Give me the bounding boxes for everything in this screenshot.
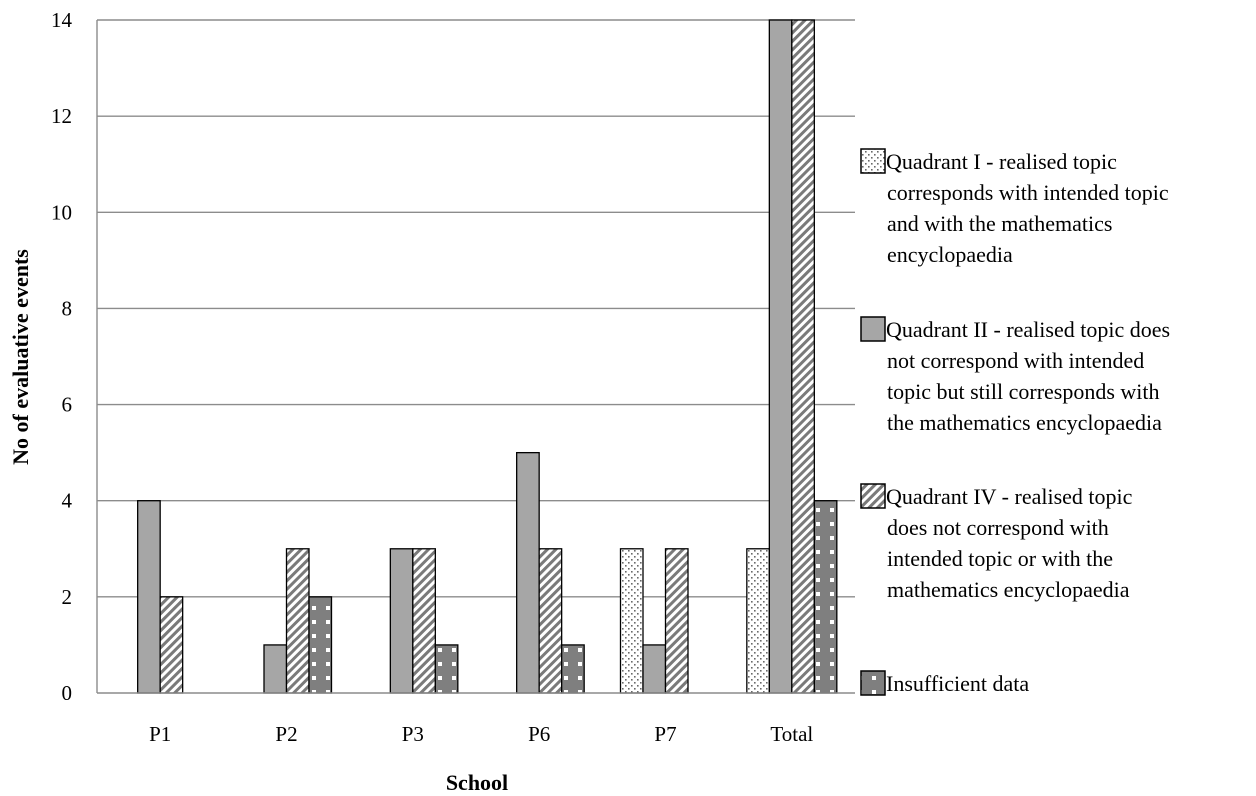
legend-label-line: Insufficient data [886,671,1029,696]
bar-p7-series-1 [619,548,644,694]
legend-label: Quadrant IV - realised topic does not cor… [886,484,1133,602]
bar-p3-series-3 [412,548,436,694]
legend-label-line: encyclopaedia [887,242,1013,267]
bar-p7-series-3 [664,548,689,694]
bar-p1-series-3 [159,596,184,694]
bar-p2-series-2 [263,644,288,694]
tick-labels: 0 2 4 6 8 10 12 14 P1 P2 P3 P6 P7 Total [51,8,813,746]
y-tick-label: 14 [51,8,73,32]
x-tick-label: Total [770,722,813,746]
y-tick-label: 6 [62,393,73,417]
bar-p2-series-3 [285,548,310,694]
y-tick-label: 12 [51,104,72,128]
bar-total-series-4 [813,500,838,694]
legend: Quadrant I - realised topic corresponds w… [860,148,1170,696]
y-tick-label: 0 [62,681,73,705]
legend-label-line: mathematics encyclopaedia [887,577,1130,602]
legend-swatch [860,670,886,696]
y-tick-label: 10 [51,200,72,224]
bar-p6-series-2 [516,451,540,694]
legend-label: Quadrant II - realised topic does not cor… [886,317,1170,435]
y-axis-title: No of evaluative events [8,249,33,465]
bar-p7-series-2 [642,644,667,694]
legend-label: Insufficient data [886,671,1029,696]
legend-label-line: not correspond with intended [887,348,1144,373]
bar-p3-series-4 [434,644,459,694]
legend-label-line: does not correspond with [887,515,1109,540]
x-tick-label: P3 [402,722,424,746]
bar-p3-series-2 [389,548,414,694]
legend-label-line: corresponds with intended topic [887,180,1169,205]
legend-label-line: intended topic or with the [887,546,1113,571]
legend-label-line: Quadrant IV - realised topic [886,484,1133,509]
bar-p6-series-4 [561,644,585,694]
legend-label-line: topic but still corresponds with [887,379,1160,404]
x-tick-label: P2 [275,722,297,746]
bar-p1-series-2 [137,500,161,694]
bar-total-series-2 [768,19,793,694]
y-tick-label: 4 [62,489,73,513]
axes [96,20,855,694]
gridlines [97,19,855,598]
x-tick-label: P6 [528,722,550,746]
legend-label-line: the mathematics encyclopaedia [887,410,1162,435]
bar-total-series-1 [746,548,770,694]
x-axis-title: School [446,770,508,795]
bars [137,19,838,694]
legend-label-line: Quadrant I - realised topic [886,149,1117,174]
legend-label-line: Quadrant II - realised topic does [886,317,1170,342]
bar-p2-series-4 [308,596,333,694]
bar-p6-series-3 [538,548,563,694]
legend-label: Quadrant I - realised topic corresponds w… [886,149,1169,267]
y-tick-label: 8 [62,296,73,320]
y-tick-label: 2 [62,585,73,609]
bar-total-series-3 [791,19,815,694]
x-tick-label: P7 [654,722,676,746]
legend-swatch [860,316,886,342]
legend-label-line: and with the mathematics [887,211,1112,236]
legend-swatch [860,483,886,509]
x-tick-label: P1 [149,722,171,746]
legend-swatch [860,148,886,174]
